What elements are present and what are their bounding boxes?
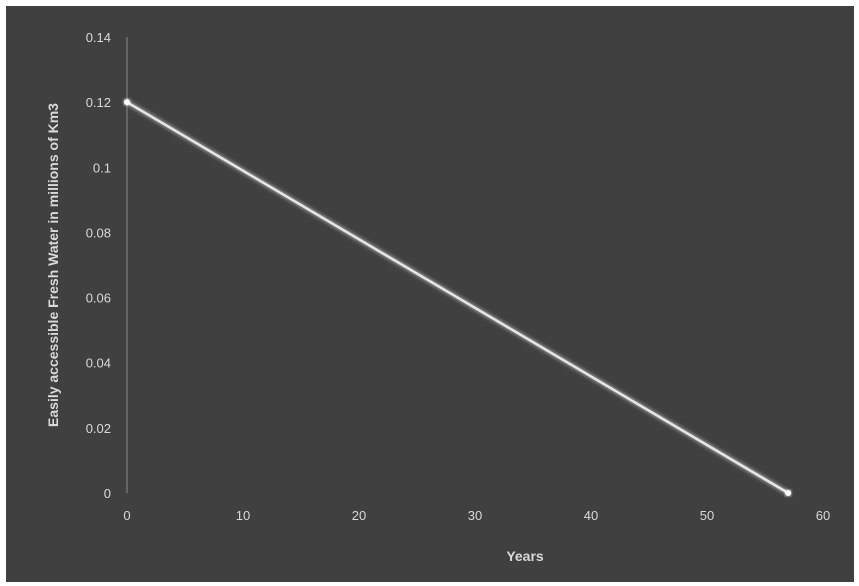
x-axis-ticks: 0 10 20 30 40 50 60: [123, 508, 830, 523]
data-point: [124, 99, 130, 106]
series-line: [126, 101, 789, 495]
y-tick-label: 0.04: [86, 356, 111, 371]
line-chart: 0 0.02 0.04 0.06 0.08 0.1 0.12 0.14 0 10 20 30 40 50…: [45, 30, 830, 564]
y-tick-label: 0.08: [86, 225, 111, 240]
y-tick-label: 0.06: [86, 291, 111, 306]
x-tick-label: 40: [584, 508, 598, 523]
y-tick-label: 0.02: [86, 421, 111, 436]
x-axis-title: Years: [506, 548, 544, 564]
x-tick-label: 10: [236, 508, 250, 523]
y-axis-title: Easily accessible Fresh Water in million…: [45, 103, 61, 427]
x-tick-label: 60: [816, 508, 830, 523]
x-tick-label: 20: [352, 508, 366, 523]
y-tick-label: 0.1: [93, 160, 111, 175]
x-tick-label: 0: [123, 508, 130, 523]
chart-area: 0 0.02 0.04 0.06 0.08 0.1 0.12 0.14 0 10 20 30 40 50…: [6, 6, 854, 582]
series-layer: [124, 99, 792, 496]
x-tick-label: 50: [700, 508, 714, 523]
y-tick-label: 0.14: [86, 30, 111, 45]
y-axis-ticks: 0 0.02 0.04 0.06 0.08 0.1 0.12 0.14: [86, 30, 111, 501]
y-tick-label: 0.12: [86, 95, 111, 110]
y-tick-label: 0: [104, 486, 111, 501]
data-point: [785, 490, 792, 496]
x-tick-label: 30: [468, 508, 482, 523]
